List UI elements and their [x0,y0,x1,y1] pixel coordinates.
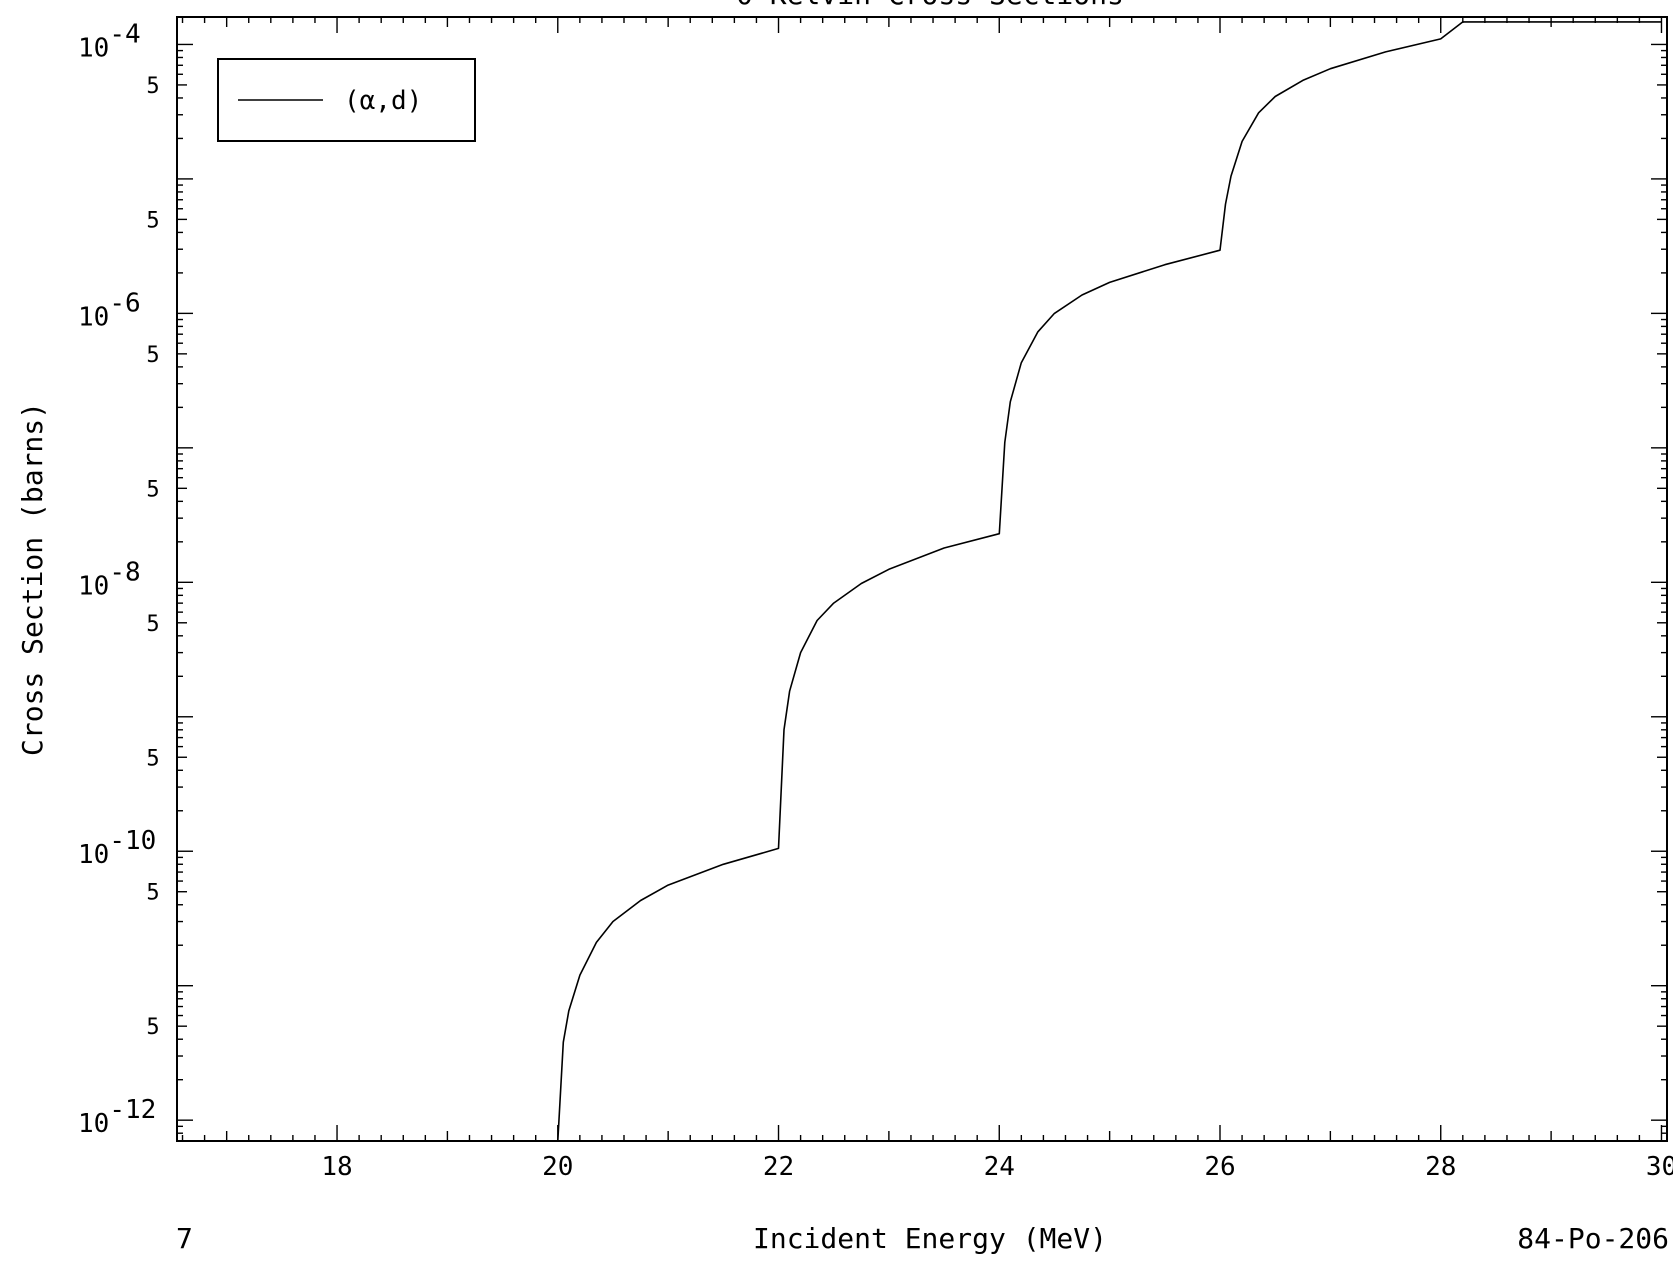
x-tick-label: 26 [1204,1152,1235,1182]
legend-entry-label: (α,d) [344,86,422,116]
x-tick-label: 30 [1646,1152,1673,1182]
x-tick-label: 20 [542,1152,573,1182]
x-tick-labels: 18 20 22 24 26 28 30 [321,1152,1673,1182]
axis-ticks [177,17,1667,1142]
y-decade-label: 10-6 [78,288,141,332]
legend: (α,d) [217,58,476,142]
y-five-label: 5 [146,612,159,637]
x-tick-label: 28 [1425,1152,1456,1182]
footer-left-label: 7 [176,1222,193,1255]
chart-title: 0 Kelvin Cross Sections [736,0,1124,11]
y-decade-label: 10-12 [78,1095,156,1139]
y-five-label: 5 [146,74,159,99]
series-line-alpha-d [557,21,1662,1142]
y-decade-label: 10-4 [78,19,141,63]
y-five-label: 5 [146,343,159,368]
series-layer [557,21,1662,1142]
y-five-label: 5 [146,746,159,771]
x-tick-label: 18 [321,1152,352,1182]
x-tick-label: 24 [984,1152,1015,1182]
x-tick-label: 22 [763,1152,794,1182]
y-five-label: 5 [146,881,159,906]
footer-right-label: 84-Po-206 [1517,1222,1669,1255]
y-tick-labels: 10-4 10-6 10-8 10-10 10-12 5 5 5 5 5 5 5 5 [78,19,160,1139]
y-decade-label: 10-10 [78,826,156,870]
y-five-label: 5 [146,1015,159,1040]
y-axis-label: Cross Section (barns) [16,402,49,756]
plot-frame [176,16,1668,1142]
x-axis-label: Incident Energy (MeV) [753,1222,1107,1255]
y-five-label: 5 [146,477,159,502]
y-five-label: 5 [146,208,159,233]
y-decade-label: 10-8 [78,557,141,601]
